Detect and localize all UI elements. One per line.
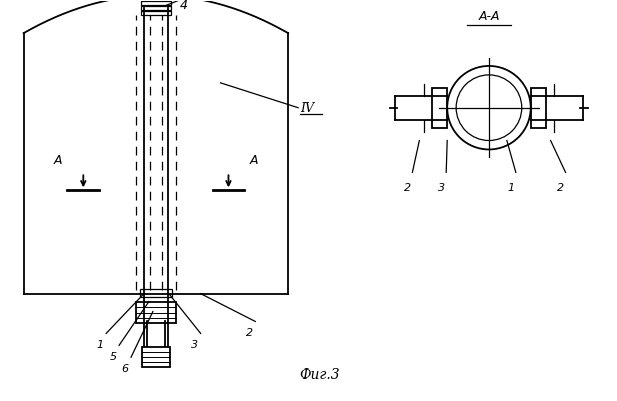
Text: 4: 4 xyxy=(180,0,188,12)
Bar xyxy=(141,12,171,16)
Bar xyxy=(140,289,172,297)
Text: 1: 1 xyxy=(97,340,104,350)
Bar xyxy=(531,89,545,128)
Text: 2: 2 xyxy=(557,183,564,193)
Text: IV: IV xyxy=(300,102,314,115)
Text: 3: 3 xyxy=(437,183,445,193)
Bar xyxy=(141,7,171,11)
Bar xyxy=(136,302,176,324)
Bar xyxy=(141,2,171,6)
Text: 2: 2 xyxy=(246,328,253,338)
Text: 2: 2 xyxy=(404,183,411,193)
Text: A: A xyxy=(250,154,259,167)
Bar xyxy=(433,89,447,128)
Text: 3: 3 xyxy=(191,340,198,350)
Text: 6: 6 xyxy=(122,363,128,373)
Text: Фиг.3: Фиг.3 xyxy=(300,367,340,381)
Text: 5: 5 xyxy=(110,351,117,361)
Text: 1: 1 xyxy=(507,183,515,193)
Text: A-A: A-A xyxy=(478,10,500,23)
Text: A: A xyxy=(53,154,62,167)
Bar xyxy=(142,347,170,367)
